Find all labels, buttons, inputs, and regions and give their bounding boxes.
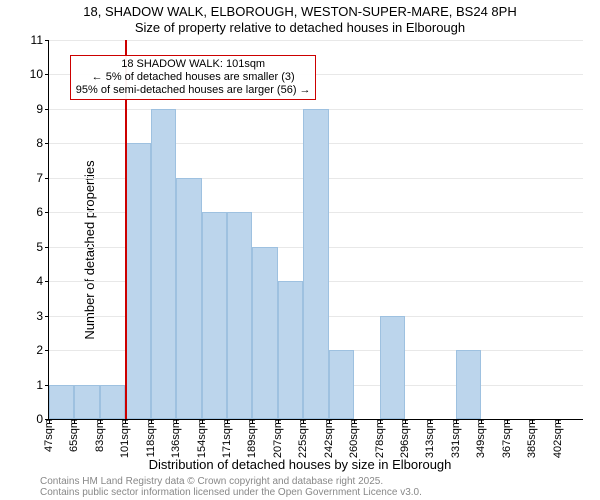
x-tick-label: 207sqm — [272, 419, 284, 458]
y-tick-label: 3 — [36, 309, 49, 323]
gridline — [49, 40, 583, 41]
annotation-label: 18 SHADOW WALK: 101sqm — [121, 58, 265, 70]
histogram-bar — [456, 350, 481, 419]
y-tick-label: 11 — [31, 33, 49, 47]
title-line-1: 18, SHADOW WALK, ELBOROUGH, WESTON-SUPER… — [83, 4, 516, 19]
histogram-bar — [176, 178, 201, 419]
chart-title: 18, SHADOW WALK, ELBOROUGH, WESTON-SUPER… — [0, 4, 600, 36]
annotation-smaller: ← 5% of detached houses are smaller (3) — [92, 71, 295, 83]
x-tick-label: 118sqm — [145, 419, 157, 457]
histogram-bar — [303, 109, 328, 419]
y-tick-label: 10 — [30, 67, 49, 81]
histogram-bar — [278, 281, 303, 419]
x-tick-label: 225sqm — [297, 419, 309, 458]
y-tick-label: 1 — [36, 378, 49, 392]
x-tick-label: 296sqm — [399, 419, 411, 458]
x-tick-label: 260sqm — [348, 419, 360, 458]
x-tick-label: 367sqm — [501, 419, 513, 458]
histogram-bar — [329, 350, 354, 419]
annotation-box: 18 SHADOW WALK: 101sqm ← 5% of detached … — [70, 55, 316, 100]
x-tick-label: 331sqm — [450, 419, 462, 458]
annotation-larger: 95% of semi-detached houses are larger (… — [76, 84, 311, 96]
histogram-bar — [74, 385, 99, 419]
x-tick-label: 402sqm — [552, 419, 564, 458]
x-tick-label: 349sqm — [475, 419, 487, 458]
x-tick-label: 83sqm — [94, 419, 106, 452]
y-tick-label: 9 — [36, 102, 49, 116]
y-tick-label: 8 — [36, 136, 49, 150]
x-tick-label: 242sqm — [323, 419, 335, 458]
x-tick-label: 136sqm — [170, 419, 182, 458]
y-tick-label: 2 — [36, 343, 49, 357]
histogram-bar — [227, 212, 252, 419]
x-tick-label: 171sqm — [221, 419, 233, 458]
histogram-bar — [380, 316, 405, 419]
x-tick-label: 189sqm — [246, 419, 258, 458]
histogram-bar — [151, 109, 176, 419]
chart-container: 18, SHADOW WALK, ELBOROUGH, WESTON-SUPER… — [0, 0, 600, 500]
x-tick-label: 47sqm — [43, 419, 55, 452]
y-tick-label: 7 — [36, 171, 49, 185]
histogram-bar — [49, 385, 74, 419]
y-tick-label: 4 — [36, 274, 49, 288]
x-tick-label: 278sqm — [374, 419, 386, 458]
histogram-bar — [202, 212, 227, 419]
y-tick-label: 5 — [36, 240, 49, 254]
x-tick-label: 313sqm — [424, 419, 436, 458]
footer-line-2: Contains public sector information licen… — [40, 487, 422, 498]
footer-attribution: Contains HM Land Registry data © Crown c… — [40, 476, 422, 498]
title-line-2: Size of property relative to detached ho… — [135, 20, 465, 35]
histogram-bar — [125, 143, 150, 419]
plot-area: 0123456789101147sqm65sqm83sqm101sqm118sq… — [48, 40, 583, 420]
x-tick-label: 65sqm — [68, 419, 80, 452]
x-tick-label: 101sqm — [119, 419, 131, 458]
histogram-bar — [100, 385, 125, 419]
x-tick-label: 154sqm — [196, 419, 208, 458]
histogram-bar — [252, 247, 277, 419]
y-tick-label: 6 — [36, 205, 49, 219]
x-axis-label: Distribution of detached houses by size … — [0, 457, 600, 472]
x-tick-label: 385sqm — [526, 419, 538, 458]
footer-line-1: Contains HM Land Registry data © Crown c… — [40, 476, 383, 487]
